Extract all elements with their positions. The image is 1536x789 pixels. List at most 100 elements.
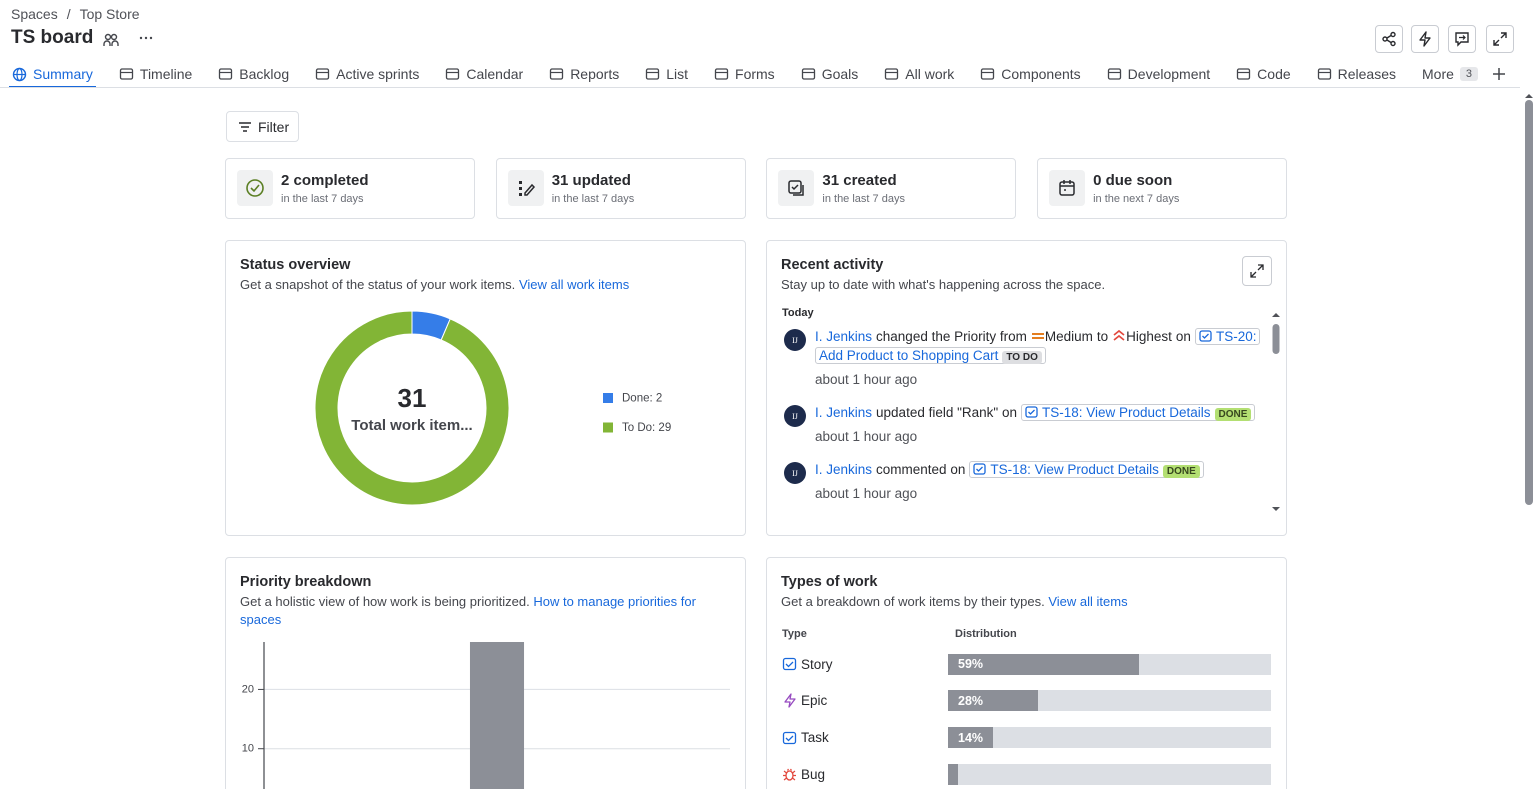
fullscreen-button[interactable] — [1486, 25, 1514, 53]
tab[interactable]: Development — [1104, 62, 1214, 86]
priority: Highest — [1112, 329, 1172, 344]
card-description: Stay up to date with what's happening ac… — [781, 277, 1106, 292]
type-name: Task — [782, 730, 948, 745]
tab-label: List — [666, 66, 689, 82]
people-button[interactable] — [98, 27, 124, 53]
tab[interactable]: Reports — [546, 62, 622, 86]
tab-label: Development — [1127, 66, 1211, 82]
more-count: 3 — [1459, 67, 1479, 81]
card-description: Get a breakdown of work items by their t… — [781, 593, 1276, 611]
tab-label: Goals — [821, 66, 859, 82]
add-tab[interactable] — [1491, 66, 1507, 82]
expand-button[interactable] — [1242, 256, 1272, 286]
description: Get a holistic view of how work is being… — [240, 594, 530, 609]
activity-card: Recent activity Stay up to date with wha… — [766, 240, 1287, 536]
filter-icon — [239, 121, 251, 132]
tab[interactable]: Calendar — [442, 62, 526, 86]
scroll-thumb[interactable] — [1525, 100, 1533, 505]
activity-scrollbar[interactable] — [1269, 309, 1283, 517]
user-link[interactable]: I. Jenkins — [815, 329, 873, 344]
stat-subtitle: in the last 7 days — [551, 193, 635, 205]
type-name: Epic — [782, 693, 948, 708]
scrollbar[interactable] — [1522, 88, 1536, 789]
status-card: Status overview Get a snapshot of the st… — [225, 240, 746, 536]
link[interactable]: View all work items — [518, 277, 630, 292]
work-item[interactable]: TS-18: View Product Details DONE — [969, 461, 1204, 478]
avatar[interactable]: IJ — [784, 329, 806, 351]
tab-icon — [1236, 67, 1251, 81]
type-row: Epic 28% — [782, 690, 1272, 712]
link[interactable]: How to manage priorities for spaces — [240, 594, 696, 627]
tab-icon — [12, 67, 27, 82]
description: Get a breakdown of work items by their t… — [781, 594, 1045, 609]
card-description: Get a snapshot of the status of your wor… — [240, 276, 735, 294]
status-lozenge: DONE — [1214, 408, 1252, 421]
user-link[interactable]: I. Jenkins — [815, 462, 873, 477]
status-lozenge: TO DO — [1002, 351, 1042, 364]
tab[interactable]: Components — [977, 62, 1083, 86]
tab[interactable]: All work — [881, 62, 957, 86]
work-item[interactable]: TS-20: Add Product to Shopping Cart TO DO — [815, 328, 1261, 364]
filter-label: Filter — [258, 118, 290, 135]
automation-button[interactable] — [1411, 25, 1439, 53]
stat-subtitle: in the next 7 days — [1093, 193, 1180, 205]
tab[interactable]: Releases — [1314, 62, 1399, 86]
status-lozenge: DONE — [1162, 465, 1200, 478]
stat-title: 31 updated — [551, 172, 631, 189]
activity-time: about 1 hour ago — [815, 372, 918, 387]
breadcrumb[interactable]: Top Store — [79, 6, 140, 22]
share-button[interactable] — [1375, 25, 1403, 53]
activity-item: IJ I. Jenkins commented on TS-18: View Prod… — [782, 460, 1264, 503]
tab[interactable]: Code — [1233, 62, 1293, 86]
activity-text: commented on — [876, 462, 966, 477]
activity-time: about 1 hour ago — [815, 486, 918, 501]
stat-icon — [778, 170, 815, 206]
distribution-label: 14% — [958, 730, 984, 745]
tab-label: Timeline — [139, 66, 193, 82]
type-row: Story 59% — [782, 653, 1272, 675]
distribution-label: 28% — [958, 693, 984, 708]
work-item[interactable]: TS-18: View Product Details DONE — [1020, 404, 1256, 421]
work-item-label: TS-20: Add Product to Shopping Cart — [819, 329, 1257, 363]
more-actions[interactable] — [138, 33, 154, 43]
column-header: Type — [782, 628, 807, 640]
tab[interactable]: Timeline — [116, 62, 195, 86]
type-label: Bug — [801, 766, 826, 782]
tab[interactable]: Forms — [711, 62, 778, 86]
tab[interactable]: Active sprints — [312, 62, 422, 86]
distribution-label: 59% — [958, 657, 984, 671]
stat-title: 31 created — [822, 172, 897, 189]
breadcrumb[interactable]: Spaces — [11, 6, 58, 22]
filter-button[interactable]: Filter — [226, 111, 299, 142]
tab-icon — [884, 67, 899, 81]
activity-item: IJ I. Jenkins changed the Priority from Med… — [782, 327, 1264, 389]
distribution-track — [948, 763, 1271, 785]
stat-subtitle: in the last 7 days — [822, 193, 905, 205]
more-tab[interactable]: More 3 — [1419, 62, 1481, 86]
avatar[interactable]: IJ — [784, 462, 806, 484]
stat-icon — [507, 170, 544, 206]
avatar[interactable]: IJ — [784, 405, 806, 427]
activity-text: I. Jenkins updated field "Rank" on TS-18: … — [815, 403, 1260, 424]
work-item-label: TS-18: View Product Details — [1041, 405, 1211, 420]
tab[interactable]: List — [642, 62, 691, 86]
stat-card: 31 updated in the last 7 days — [495, 158, 746, 219]
type-name: Bug — [782, 767, 948, 782]
stat-icon — [1049, 170, 1086, 206]
link[interactable]: View all items — [1048, 594, 1128, 609]
tab[interactable]: Backlog — [215, 62, 292, 86]
page-title: TS board — [11, 27, 94, 48]
tab[interactable]: Summary — [9, 62, 96, 88]
activity-item: IJ I. Jenkins updated field "Rank" on TS-18… — [782, 403, 1264, 446]
user-link[interactable]: I. Jenkins — [815, 405, 873, 420]
distribution-bar — [948, 763, 958, 785]
type-row: Bug — [782, 763, 1272, 785]
feedback-button[interactable] — [1448, 25, 1476, 53]
tab-label: Active sprints — [336, 66, 420, 82]
type-name: Story — [782, 657, 948, 672]
card-title: Priority breakdown — [240, 574, 372, 590]
distribution-bar: 28% — [948, 690, 1039, 712]
tab[interactable]: Goals — [798, 62, 862, 86]
tab-icon — [645, 67, 660, 81]
